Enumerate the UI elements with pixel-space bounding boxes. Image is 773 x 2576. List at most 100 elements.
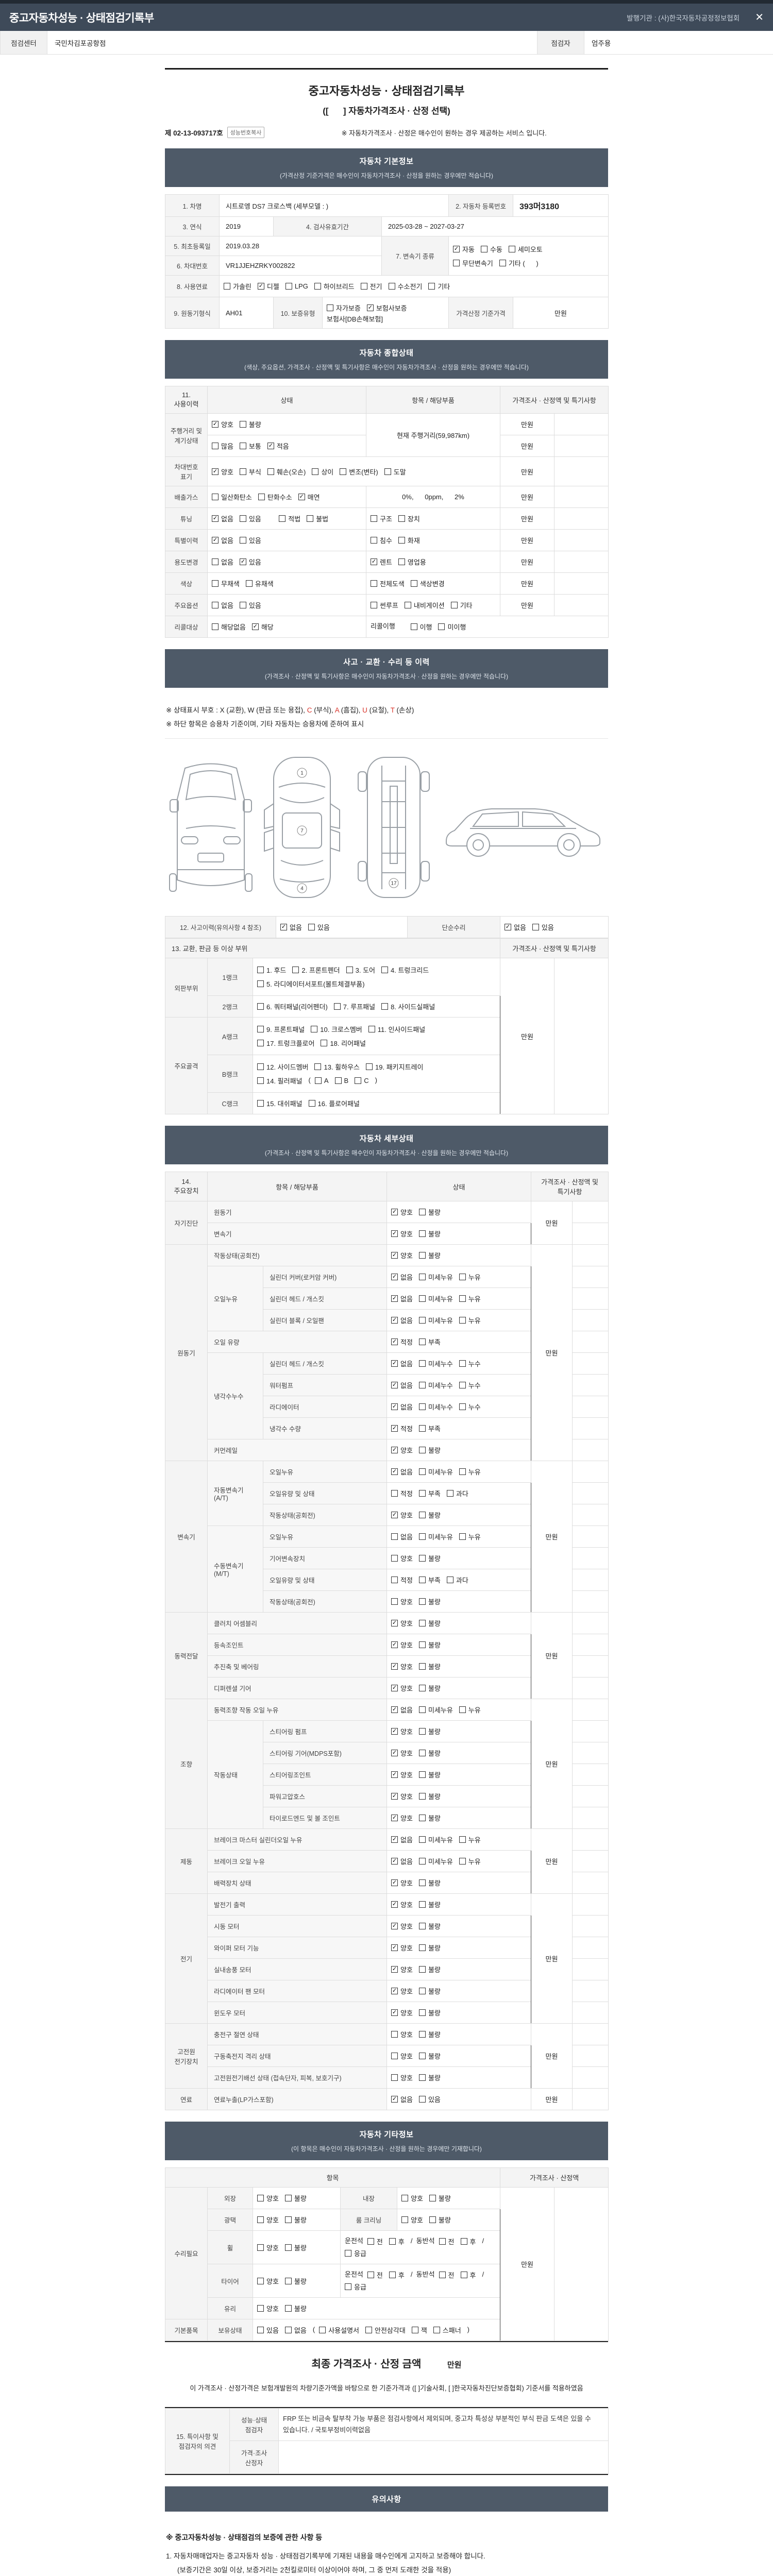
checkbox-unchecked[interactable]: 수동	[480, 244, 502, 254]
checkbox-checked[interactable]: ✓ 렌트	[371, 557, 392, 567]
checkbox-checked[interactable]: ✓ 양호	[391, 1878, 413, 1888]
checkbox-unchecked[interactable]: 화재	[398, 535, 420, 545]
checkbox-unchecked[interactable]: 수소전기	[388, 281, 422, 291]
checkbox-unchecked[interactable]: 이행	[410, 622, 432, 632]
checkbox-unchecked[interactable]: 불량	[418, 1683, 441, 1693]
checkbox-unchecked[interactable]: C	[355, 1077, 369, 1084]
checkbox-checked[interactable]: ✓ 양호	[391, 1250, 413, 1260]
checkbox-checked[interactable]: ✓ 없음	[280, 922, 302, 932]
checkbox-unchecked[interactable]: 해당없음	[212, 622, 246, 632]
checkbox-checked[interactable]: ✓ 양호	[391, 1813, 413, 1823]
checkbox-unchecked[interactable]: 양호	[257, 2193, 279, 2203]
checkbox-unchecked[interactable]: 양호	[257, 2276, 279, 2286]
checkbox-unchecked[interactable]: 8. 사이드실패널	[381, 1002, 435, 1011]
checkbox-unchecked[interactable]: 부족	[418, 1423, 441, 1433]
checkbox-unchecked[interactable]: 불량	[418, 1510, 441, 1520]
checkbox-unchecked[interactable]: 불량	[418, 1770, 441, 1780]
checkbox-unchecked[interactable]: 미세누수	[418, 1380, 453, 1390]
checkbox-checked[interactable]: ✓ 없음	[212, 535, 233, 545]
checkbox-unchecked[interactable]: 탄화수소	[258, 492, 292, 502]
checkbox-unchecked[interactable]: 미세누유	[418, 1835, 453, 1844]
checkbox-unchecked[interactable]: 미세누유	[418, 1856, 453, 1866]
checkbox-unchecked[interactable]: 후	[460, 2236, 476, 2246]
checkbox-unchecked[interactable]: 스패너	[433, 2325, 461, 2335]
checkbox-unchecked[interactable]: 전	[439, 2270, 455, 2280]
checkbox-unchecked[interactable]: 15. 대쉬패널	[257, 1098, 303, 1108]
checkbox-unchecked[interactable]: 누유	[459, 1272, 481, 1282]
checkbox-unchecked[interactable]: 있음	[308, 922, 330, 932]
checkbox-checked[interactable]: ✓ 없음	[391, 1705, 413, 1715]
checkbox-unchecked[interactable]: 가솔린	[224, 281, 251, 291]
checkbox-unchecked[interactable]: 있음	[239, 535, 261, 545]
checkbox-unchecked[interactable]: 불량	[418, 1229, 441, 1239]
checkbox-unchecked[interactable]: 훼손(오손)	[267, 467, 306, 477]
checkbox-unchecked[interactable]: 누유	[459, 1856, 481, 1866]
checkbox-checked[interactable]: ✓ 양호	[391, 1964, 413, 1974]
checkbox-unchecked[interactable]: 불법	[307, 514, 328, 523]
checkbox-unchecked[interactable]: 양호	[391, 2029, 413, 2039]
checkbox-unchecked[interactable]: 상이	[312, 467, 333, 477]
checkbox-unchecked[interactable]: 세미오토	[508, 244, 543, 254]
checkbox-unchecked[interactable]: 기타 ( )	[499, 258, 539, 268]
checkbox-unchecked[interactable]: 썬루프	[371, 600, 398, 610]
checkbox-unchecked[interactable]: 불량	[418, 1878, 441, 1888]
checkbox-unchecked[interactable]: 2. 프론트펜더	[292, 965, 340, 975]
checkbox-unchecked[interactable]: 전	[367, 2236, 383, 2246]
checkbox-checked[interactable]: ✓ 없음	[391, 1402, 413, 1412]
checkbox-unchecked[interactable]: 있음	[239, 600, 261, 610]
checkbox-unchecked[interactable]: 17. 트렁크플로어	[257, 1038, 314, 1048]
checkbox-unchecked[interactable]: 구조	[371, 514, 392, 523]
checkbox-unchecked[interactable]: 안전삼각대	[365, 2325, 406, 2335]
checkbox-checked[interactable]: ✓ 자동	[453, 244, 475, 254]
checkbox-unchecked[interactable]: 일산화탄소	[212, 492, 252, 502]
checkbox-unchecked[interactable]: 불량	[418, 2051, 441, 2061]
checkbox-unchecked[interactable]: 응급	[345, 2282, 366, 2292]
checkbox-checked[interactable]: ✓ 양호	[391, 1445, 413, 1455]
checkbox-unchecked[interactable]: 누수	[459, 1359, 481, 1368]
checkbox-checked[interactable]: ✓ 적정	[391, 1423, 413, 1433]
checkbox-checked[interactable]: ✓ 양호	[391, 1229, 413, 1239]
checkbox-unchecked[interactable]: 과다	[446, 1575, 468, 1585]
checkbox-unchecked[interactable]: 양호	[257, 2243, 279, 2252]
checkbox-unchecked[interactable]: 누수	[459, 1402, 481, 1412]
checkbox-unchecked[interactable]: 부족	[418, 1488, 441, 1498]
checkbox-unchecked[interactable]: 무단변속기	[453, 258, 493, 268]
checkbox-checked[interactable]: ✓ 양호	[391, 1510, 413, 1520]
checkbox-unchecked[interactable]: 불량	[418, 1964, 441, 1974]
checkbox-unchecked[interactable]: 전기	[360, 281, 382, 291]
checkbox-unchecked[interactable]: 양호	[391, 1597, 413, 1606]
checkbox-unchecked[interactable]: 부식	[239, 467, 261, 477]
checkbox-checked[interactable]: ✓ 양호	[391, 1921, 413, 1931]
checkbox-unchecked[interactable]: 미세누수	[418, 1402, 453, 1412]
checkbox-checked[interactable]: ✓ 양호	[212, 467, 233, 477]
checkbox-checked[interactable]: ✓ 없음	[505, 922, 526, 932]
checkbox-unchecked[interactable]: 과다	[446, 1488, 468, 1498]
checkbox-checked[interactable]: ✓ 없음	[391, 1359, 413, 1368]
checkbox-unchecked[interactable]: 불량	[284, 2276, 307, 2286]
checkbox-checked[interactable]: ✓ 양호	[391, 1207, 413, 1217]
checkbox-unchecked[interactable]: 불량	[418, 1662, 441, 1671]
checkbox-unchecked[interactable]: 불량	[418, 1986, 441, 1996]
checkbox-checked[interactable]: ✓ 없음	[391, 1835, 413, 1844]
checkbox-unchecked[interactable]: 불량	[418, 1726, 441, 1736]
checkbox-checked[interactable]: ✓ 양호	[391, 1748, 413, 1758]
checkbox-unchecked[interactable]: 불량	[418, 1791, 441, 1801]
checkbox-unchecked[interactable]: 10. 크로스멤버	[311, 1024, 362, 1034]
checkbox-unchecked[interactable]: 장치	[398, 514, 420, 523]
checkbox-unchecked[interactable]: 보통	[239, 441, 261, 451]
checkbox-unchecked[interactable]: 기타	[450, 600, 473, 610]
checkbox-unchecked[interactable]: 양호	[401, 2193, 423, 2203]
checkbox-checked[interactable]: ✓ 양호	[391, 1640, 413, 1650]
checkbox-unchecked[interactable]: 14. 필러패널	[257, 1076, 303, 1086]
checkbox-unchecked[interactable]: 불량	[418, 2008, 441, 2018]
checkbox-unchecked[interactable]: 있음	[418, 2094, 441, 2104]
checkbox-unchecked[interactable]: 미세누수	[418, 1359, 453, 1368]
center-field[interactable]: 국민차김포공항점	[55, 39, 106, 47]
checkbox-checked[interactable]: ✓ 양호	[391, 1683, 413, 1693]
checkbox-unchecked[interactable]: 불량	[418, 1640, 441, 1650]
checkbox-unchecked[interactable]: 불량	[418, 1748, 441, 1758]
checkbox-unchecked[interactable]: 미세누유	[418, 1705, 453, 1715]
checkbox-unchecked[interactable]: 없음	[212, 600, 233, 610]
checkbox-unchecked[interactable]: 불량	[418, 1813, 441, 1823]
close-icon[interactable]: ✕	[755, 12, 764, 23]
